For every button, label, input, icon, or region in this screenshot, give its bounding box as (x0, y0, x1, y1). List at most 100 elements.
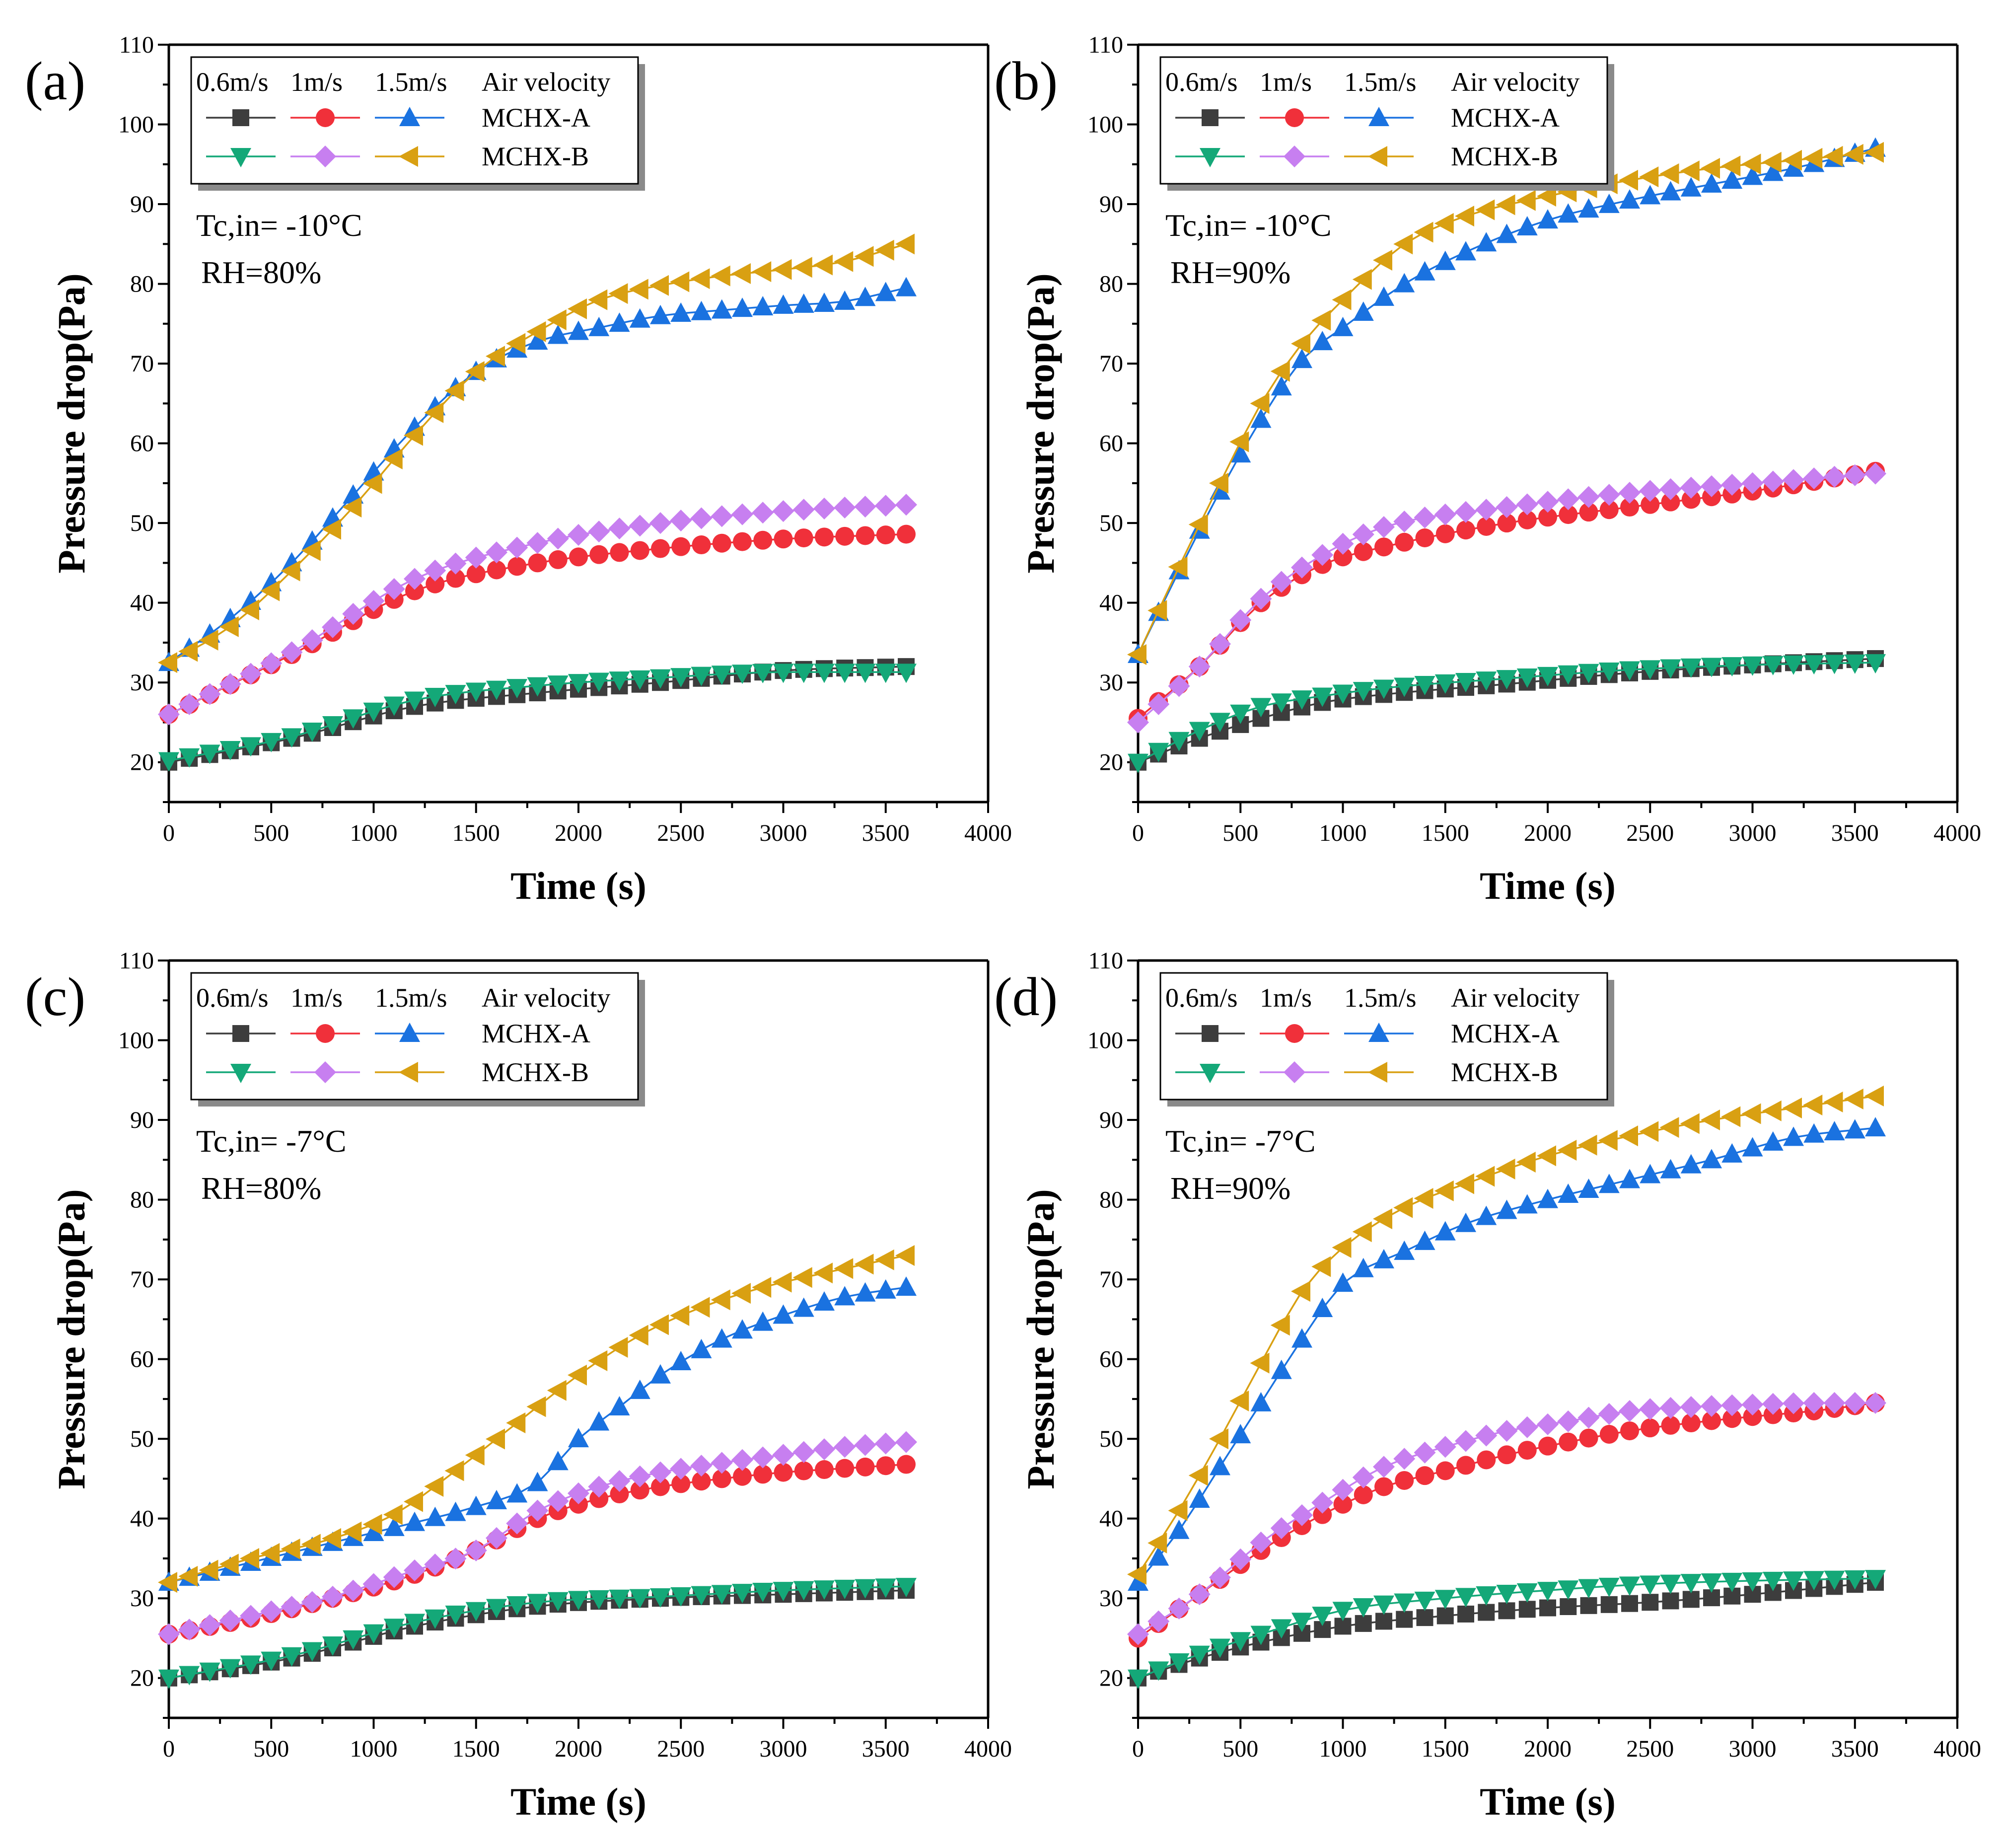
data-point (506, 1412, 526, 1434)
data-point (1476, 671, 1497, 691)
data-point (1824, 1121, 1845, 1141)
data-point (260, 652, 283, 674)
data-point (1640, 660, 1661, 680)
data-point (855, 664, 876, 683)
data-point (834, 290, 856, 310)
data-point (1762, 470, 1784, 493)
data-point (1250, 588, 1272, 610)
legend-marker (314, 146, 336, 167)
y-tick-label: 90 (130, 191, 154, 218)
data-point (1475, 499, 1498, 521)
data-point (1393, 1197, 1413, 1218)
legend-marker (1285, 108, 1304, 127)
y-tick-label: 100 (1087, 112, 1123, 138)
legend-row-label: MCHX-A (482, 103, 590, 133)
y-tick-label: 50 (1099, 1426, 1123, 1452)
data-point (1803, 655, 1825, 675)
data-point (856, 526, 875, 545)
data-point (1291, 1504, 1313, 1526)
data-point (444, 552, 467, 575)
data-point (322, 616, 344, 638)
legend-marker (316, 1024, 335, 1043)
data-point (1559, 1432, 1578, 1452)
data-point (1619, 1125, 1638, 1147)
data-point (1537, 209, 1558, 229)
data-point (1456, 520, 1475, 540)
data-point (1537, 1582, 1558, 1602)
y-tick-label: 70 (130, 351, 154, 377)
data-point (1393, 233, 1413, 255)
legend-header: Air velocity (482, 67, 610, 97)
data-point (1436, 1607, 1454, 1625)
chart-panel-2: 20 30 40 50 60 70 80 90 100 110 0 500 1000 1500 2000 25… (994, 32, 1981, 907)
data-point (711, 299, 732, 319)
data-point (773, 664, 794, 683)
data-point (1291, 333, 1310, 354)
data-point (1661, 1415, 1680, 1435)
data-point (301, 723, 323, 742)
data-point (1455, 1173, 1474, 1194)
data-point (1435, 524, 1455, 543)
data-point (1864, 142, 1884, 163)
data-point (179, 748, 200, 768)
data-point (1229, 609, 1252, 631)
data-point (1516, 1416, 1538, 1438)
data-point (1844, 1119, 1865, 1139)
data-point (895, 1431, 917, 1453)
data-point (794, 528, 813, 548)
panel-label: (b) (994, 51, 1058, 111)
data-point (1210, 1456, 1230, 1476)
chart-panel-1: 20 30 40 50 60 70 80 90 100 110 0 500 1000 1500 2000 25… (25, 32, 1012, 907)
y-tick-label: 30 (130, 1585, 154, 1612)
x-tick-label: 0 (1132, 820, 1144, 846)
data-point (404, 691, 425, 711)
data-point (1496, 496, 1518, 518)
data-point (1415, 1466, 1434, 1485)
data-point (1539, 1599, 1556, 1617)
data-point (1783, 469, 1804, 491)
series-2 (1128, 654, 1886, 773)
data-point (691, 1338, 712, 1358)
data-point (1516, 668, 1538, 688)
data-point (444, 1548, 467, 1570)
data-point (383, 1566, 405, 1588)
data-point (404, 1511, 425, 1531)
data-point (1354, 542, 1373, 561)
data-point (1148, 742, 1169, 762)
data-point (1516, 493, 1538, 516)
data-point (773, 294, 794, 314)
data-point (793, 1581, 814, 1601)
data-point (814, 292, 835, 312)
data-point (199, 744, 220, 764)
condition-temperature: Tc,in= -10°C (1165, 208, 1332, 243)
data-point (1864, 1392, 1886, 1414)
data-point (1373, 679, 1394, 699)
y-tick-label: 110 (1088, 948, 1123, 974)
data-point (424, 1476, 444, 1497)
data-point (322, 1528, 341, 1549)
data-point (1680, 177, 1702, 197)
y-tick-label: 80 (1099, 1187, 1123, 1213)
data-point (1455, 206, 1474, 227)
data-point (1537, 1188, 1558, 1208)
data-point (855, 1579, 876, 1599)
data-point (1230, 704, 1251, 724)
data-point (733, 532, 752, 551)
data-point (1332, 1272, 1354, 1292)
data-point (1538, 508, 1557, 527)
data-point (1209, 472, 1228, 494)
legend-header: Air velocity (1451, 67, 1579, 97)
series-5 (1128, 1117, 1886, 1591)
legend-marker (1368, 1023, 1389, 1042)
legend: 0.6m/s 1m/s 1.5m/s Air velocity MCHX-A MCHX-B (1159, 972, 1614, 1107)
data-point (1742, 1137, 1763, 1157)
data-point (465, 1495, 487, 1515)
x-tick-label: 4000 (1934, 1736, 1981, 1762)
data-point (240, 737, 261, 757)
data-point (1865, 654, 1886, 674)
y-tick-label: 20 (1099, 749, 1123, 776)
data-point (1742, 656, 1763, 676)
data-point (1250, 698, 1272, 718)
data-point (383, 1504, 403, 1525)
data-point (301, 1534, 321, 1555)
